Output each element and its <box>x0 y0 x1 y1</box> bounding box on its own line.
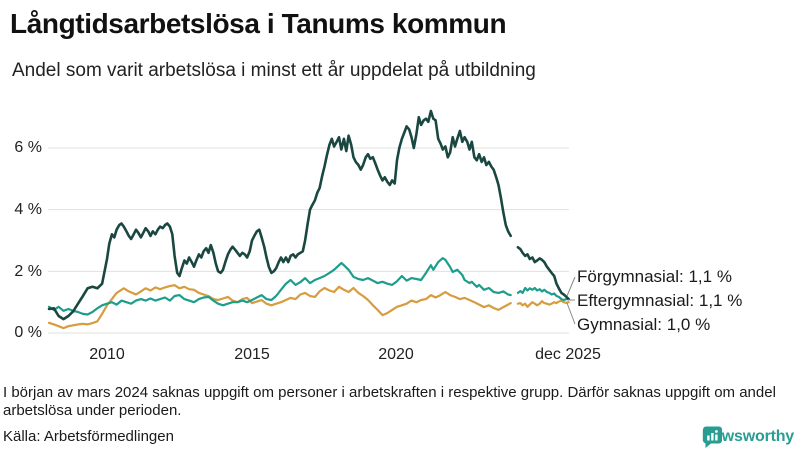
newsworthy-icon <box>702 426 722 448</box>
label-connectors <box>566 276 576 325</box>
y-tick-0: 0 % <box>14 324 42 341</box>
source-text: Källa: Arbetsförmedlingen <box>3 428 174 445</box>
gridlines <box>48 147 569 334</box>
series-line-gymnasial <box>47 284 512 330</box>
connector-gymnasial <box>566 302 576 325</box>
series-line-eftergymnasial <box>47 257 512 316</box>
x-tick-2010: 2010 <box>89 346 125 363</box>
page-title: Långtidsarbetslösa i Tanums kommun <box>10 8 507 39</box>
series-line-gymnasial <box>516 299 570 308</box>
y-tick-4: 4 % <box>14 201 42 218</box>
x-tick-dec-2025: dec 2025 <box>535 346 601 363</box>
series-end-label-forgymnasial: Förgymnasial: 1,1 % <box>577 267 732 286</box>
chart-footnote: I början av mars 2024 saknas uppgift om … <box>3 384 776 419</box>
chart-subtitle: Andel som varit arbetslösa i minst ett å… <box>12 60 536 81</box>
x-tick-2015: 2015 <box>234 346 270 363</box>
series-line-förgymnasial <box>47 109 513 321</box>
series-lines <box>47 109 571 330</box>
x-tick-2020: 2020 <box>378 346 414 363</box>
series-line-eftergymnasial <box>516 286 570 302</box>
series-line-förgymnasial <box>516 246 571 301</box>
y-tick-6: 6 % <box>14 139 42 156</box>
newsworthy-logo-text: Newsworthy <box>701 428 794 445</box>
newsworthy-logo: Newsworthy <box>702 426 794 448</box>
series-end-label-gymnasial: Gymnasial: 1,0 % <box>577 315 711 334</box>
connector-forgymnasial <box>566 276 576 297</box>
y-tick-2: 2 % <box>14 263 42 280</box>
series-end-label-eftergymnasial: Eftergymnasial: 1,1 % <box>577 291 743 310</box>
